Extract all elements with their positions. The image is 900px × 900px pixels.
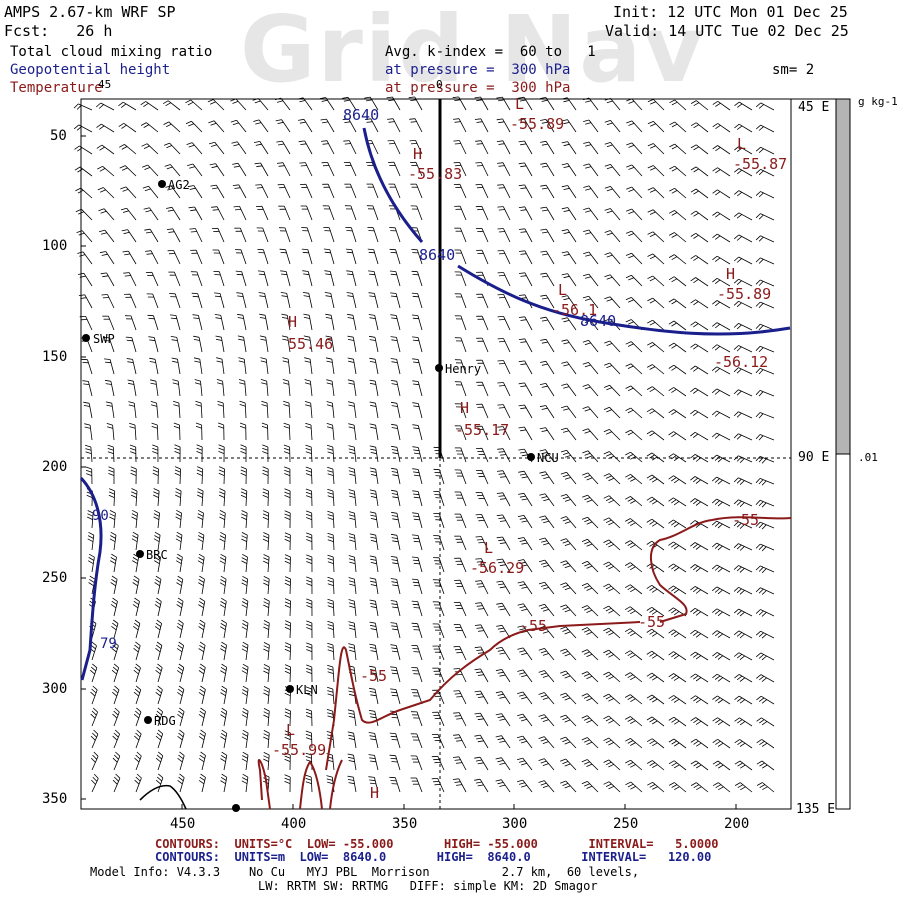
extremum-mark-5: L — [558, 281, 568, 299]
x-tick-400: 400 — [281, 816, 307, 832]
extremum-mark-11: H — [370, 784, 380, 802]
station-label-ag2: AG2 — [168, 178, 190, 192]
colorbar-upper — [835, 98, 851, 455]
extremum-value-5: -56.1 — [552, 301, 598, 319]
height-label-2: 8640 — [419, 246, 456, 264]
extremum-value-9: -56.29 — [470, 559, 525, 577]
extremum-value-10: -55.99 — [272, 741, 327, 759]
extremum-mark-1: L — [515, 95, 525, 113]
temp-contour-1 — [650, 516, 792, 623]
temp-label-3: -55 — [520, 617, 548, 635]
extremum-value-8: -55.17 — [455, 421, 510, 439]
forecast-hour: Fcst: 26 h — [4, 22, 113, 40]
y-tick-200: 200 — [42, 459, 68, 475]
station-label-brc: BRC — [146, 548, 168, 562]
y-tick-300: 300 — [42, 681, 68, 697]
valid-time: Valid: 14 UTC Tue 02 Dec 25 — [605, 22, 849, 40]
height-contour-2 — [457, 264, 791, 336]
extremum-mark-4: H — [726, 265, 736, 283]
temp-contour-3 — [257, 758, 271, 810]
station-label-ncu: NCU — [537, 451, 559, 465]
height-label-3: 8640 — [580, 312, 617, 330]
footer-physics: LW: RRTM SW: RRTMG DIFF: simple KM: 2D S… — [258, 879, 598, 893]
station-marker-edge — [232, 804, 240, 812]
y-tick-50: 50 — [50, 128, 67, 144]
right-label-45e: 45 E — [798, 100, 830, 115]
x-tick-200: 200 — [724, 816, 750, 832]
height-contour-3 — [79, 476, 103, 681]
extremum-value-7: -56.12 — [714, 353, 769, 371]
field-cloud: Total cloud mixing ratio — [10, 44, 213, 60]
extremum-mark-2: H — [413, 145, 423, 163]
x-tick-350: 350 — [392, 816, 418, 832]
watermark: Grid Nav — [240, 0, 706, 103]
extremum-mark-9: L — [484, 539, 494, 557]
extremum-value-3: -55.87 — [733, 155, 788, 173]
y-tick-350: 350 — [42, 791, 68, 807]
top-label-0: 0 — [436, 78, 443, 91]
colorbar-lower — [835, 453, 851, 810]
extremum-value-1: -55.89 — [510, 115, 565, 133]
extremum-value-2: -55.83 — [408, 165, 463, 183]
extremum-mark-3: L — [737, 135, 747, 153]
field-height: Geopotential height — [10, 62, 171, 78]
station-marker-kln — [286, 685, 294, 693]
field-temp: Temperature — [10, 80, 103, 96]
model-title: AMPS 2.67-km WRF SP — [4, 3, 176, 21]
y-tick-150: 150 — [42, 349, 68, 365]
x-tick-300: 300 — [502, 816, 528, 832]
x-tick-250: 250 — [613, 816, 639, 832]
extremum-mark-8: H — [460, 399, 470, 417]
temp-contour-4 — [299, 760, 323, 810]
temp-label-4: -55 — [360, 667, 388, 685]
init-time: Init: 12 UTC Mon 01 Dec 25 — [613, 3, 848, 21]
height-contour-1 — [362, 127, 424, 243]
right-label-135e: 135 E — [796, 802, 836, 817]
station-marker-brc — [136, 550, 144, 558]
avg-k-index: Avg. k-index = 60 to 1 — [385, 44, 596, 60]
height-label-5: 79 — [100, 636, 117, 652]
y-tick-100: 100 — [42, 238, 68, 254]
top-label-45: 45 — [98, 78, 112, 91]
station-marker-henry — [435, 364, 443, 372]
extremum-mark-10: L — [286, 721, 296, 739]
temp-contour-2 — [325, 621, 641, 771]
colorbar-low-label: .01 — [858, 451, 878, 464]
smoothing-label: sm= 2 — [772, 62, 815, 78]
station-label-henry: Henry — [445, 362, 482, 376]
y-tick-250: 250 — [42, 570, 68, 586]
footer-red-contours: CONTOURS: UNITS=°C LOW= -55.000 HIGH= -5… — [155, 837, 719, 851]
pressure-height: at pressure = 300 hPa — [385, 62, 571, 78]
station-marker-ncu — [527, 453, 535, 461]
pressure-temp: at pressure = 300 hPa — [385, 80, 571, 96]
extremum-value-4: -55.89 — [717, 285, 772, 303]
station-marker-ag2 — [158, 180, 166, 188]
footer-blue-contours: CONTOURS: UNITS=m LOW= 8640.0 HIGH= 8640… — [155, 850, 712, 864]
colorbar-units: g kg-1 — [858, 95, 898, 108]
station-marker-swp — [82, 334, 90, 342]
extremum-mark-6: H — [288, 313, 298, 331]
right-label-90e: 90 E — [798, 450, 830, 465]
wind-barbs — [73, 96, 775, 793]
plot-frame — [80, 98, 792, 810]
station-marker-rdg — [144, 716, 152, 724]
temp-label-1: -55 — [732, 511, 760, 529]
temp-label-2: -55 — [638, 613, 666, 631]
height-label-4: 90 — [92, 508, 109, 524]
station-label-kln: KLN — [296, 683, 318, 697]
temp-contour-5 — [329, 759, 343, 810]
station-label-rdg: RDG — [154, 714, 176, 728]
terrain-contour — [139, 784, 187, 810]
station-label-swp: SWP — [93, 332, 115, 346]
x-tick-450: 450 — [170, 816, 196, 832]
height-label-1: 8640 — [343, 106, 380, 124]
footer-model-info: Model Info: V4.3.3 No Cu MYJ PBL Morriso… — [90, 865, 640, 879]
extremum-value-6: 55.46 — [288, 335, 334, 353]
